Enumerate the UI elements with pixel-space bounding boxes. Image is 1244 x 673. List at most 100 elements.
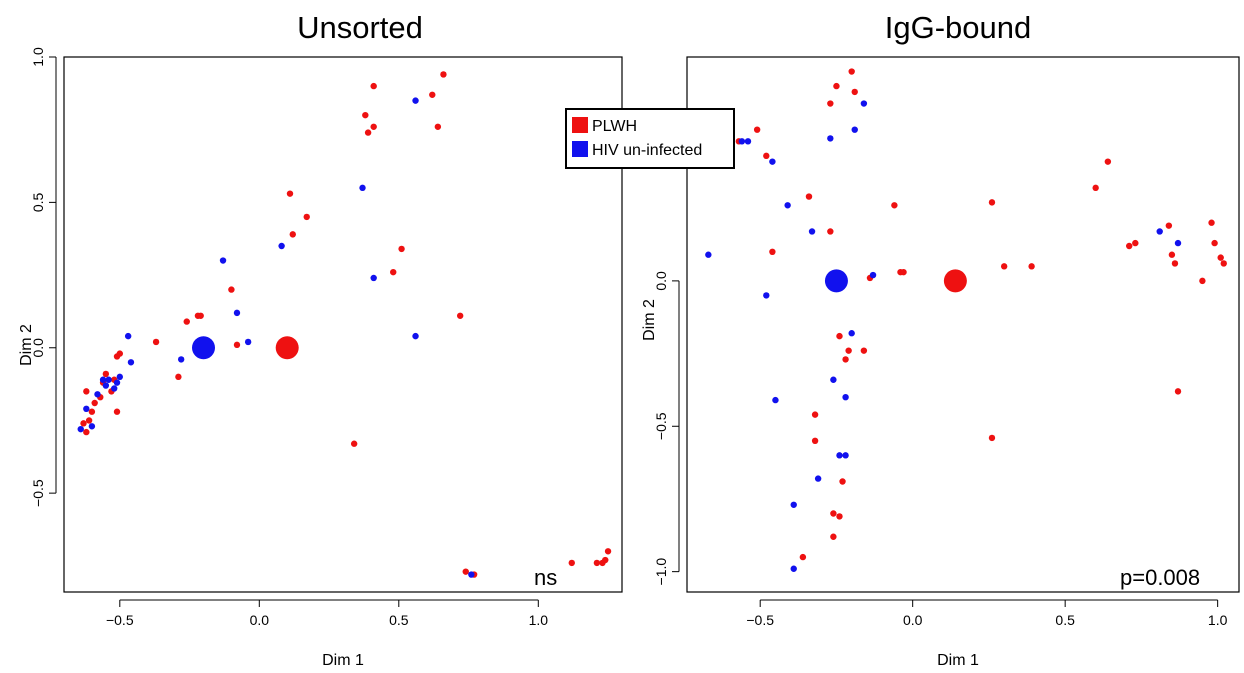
data-point [988,434,996,442]
centroid-point [824,269,848,293]
data-point [99,376,107,383]
data-point [94,391,101,398]
panel-igg-bound: IgG-bound −0.5 0.0 0.5 1.0 −1.0 −0.5 0.0 Dim … [641,10,1240,669]
data-point [359,184,366,192]
chart-title: Unsorted [297,10,423,45]
legend-swatch-hiv-uninfected [572,141,588,157]
data-point [836,452,843,459]
data-point [412,97,419,104]
data-point [1211,239,1218,247]
y-tick-label: −0.5 [30,479,46,507]
plot-frame [686,56,1240,593]
data-point [769,158,776,165]
x-tick-label: 1.0 [1208,612,1228,628]
y-tick-label: 0.5 [30,192,46,212]
y-axis: −0.5 0.0 0.5 1.0 [30,47,57,507]
data-point [808,228,816,235]
data-point [462,568,469,575]
legend-swatch-plwh [572,117,588,133]
data-point [456,312,464,319]
data-point [370,82,377,90]
data-point [83,405,90,413]
x-axis: −0.5 0.0 0.5 1.0 [106,599,548,628]
data-point [860,347,868,354]
x-tick-label: 0.5 [1055,612,1075,628]
data-point [763,292,770,299]
y-tick-label: −0.5 [653,412,669,440]
y-axis-label: Dim 2 [18,324,35,366]
x-axis-label: Dim 1 [937,652,979,669]
data-point [1168,251,1176,258]
data-point [763,152,770,160]
data-point [197,312,204,319]
data-point [1028,263,1035,270]
data-point [1104,158,1112,165]
data-point [1165,222,1173,229]
data-point [769,248,776,256]
data-point [1217,254,1224,261]
legend: PLWH HIV un-infected [565,108,735,169]
x-tick-label: −0.5 [746,612,774,628]
data-point [228,286,235,293]
data-point [851,126,858,133]
data-point [790,565,797,572]
data-point [790,501,797,508]
data-point [398,245,405,253]
data-point [77,425,84,433]
data-point [362,111,369,119]
data-point [827,228,834,235]
data-point [839,478,846,485]
p-value-label: p=0.008 [1120,565,1200,590]
data-point [842,356,849,363]
data-point [705,251,712,258]
data-point [83,428,90,436]
data-point [1156,228,1163,235]
x-axis-label: Dim 1 [322,652,364,669]
data-point [604,548,612,555]
data-point [434,123,442,130]
data-point [848,330,855,337]
data-point [116,350,124,357]
data-point [80,420,87,427]
data-point [827,100,834,107]
data-point [350,440,358,447]
x-tick-label: 0.5 [389,612,409,628]
data-point [988,199,996,206]
data-point [830,533,837,540]
data-point [568,559,575,567]
data-point [111,385,118,392]
data-point [851,88,858,96]
y-tick-label: −1.0 [653,558,669,586]
data-point [811,411,819,418]
panel-unsorted: Unsorted −0.5 0.0 0.5 1.0 −0.5 0.0 0.5 1.0 Dim… [18,10,623,669]
data-point [814,475,822,482]
legend-label-plwh: PLWH [592,118,637,135]
data-point [233,309,241,317]
data-point [370,123,377,130]
data-point [772,396,779,404]
data-point [845,347,852,354]
data-point [219,257,227,264]
data-point [1174,388,1182,395]
data-point [468,571,475,578]
data-point [830,510,837,517]
centroid-point [943,269,967,293]
data-point [1220,260,1227,267]
data-point [811,437,819,445]
centroid-point [275,336,299,360]
data-point [900,268,907,276]
data-point [116,373,124,381]
x-tick-label: −0.5 [106,612,134,628]
x-tick-label: 0.0 [250,612,270,628]
data-point [869,271,877,279]
data-point [303,213,310,221]
x-axis: −0.5 0.0 0.5 1.0 [746,599,1228,628]
data-point [744,138,752,145]
data-point [753,126,761,133]
data-point [88,423,96,430]
data-point [836,513,843,520]
data-point [102,370,110,378]
y-tick-label: 1.0 [30,47,46,67]
data-point [1000,263,1008,270]
